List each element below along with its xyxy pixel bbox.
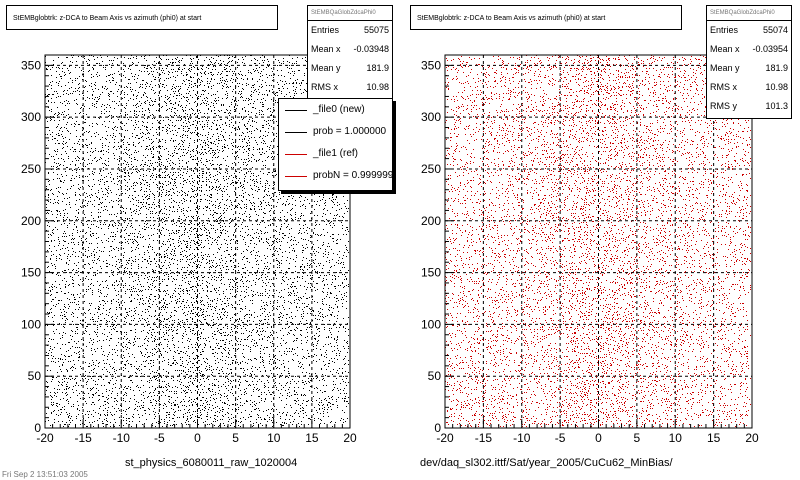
right-footer-label: dev/daq_sl302.ittf/Sat/year_2005/CuCu62_… [420,457,673,469]
x-tick-label: -20 [36,431,54,445]
legend-entry: probN = 0.999999 [279,165,392,187]
right-stat-row: RMS x 10.98 [710,82,788,92]
x-tick-label: -5 [154,431,165,445]
left-stat-row: RMS x 10.98 [311,82,389,92]
x-tick-label: 5 [232,431,239,445]
right-stat-row: Mean y 181.9 [710,63,788,73]
x-tick-label: -20 [436,431,454,445]
y-tick-label: 200 [421,214,441,228]
x-tick-label: 0 [595,431,602,445]
x-tick-label: 10 [669,431,683,445]
x-tick-label: 15 [305,431,319,445]
x-tick-label: 10 [267,431,281,445]
left-legend: _file0 (new) prob = 1.000000 _file1 (ref… [278,98,393,191]
right-stats-box: StEMBQaGlobZdcaPhi0 Entries 55074 Mean x-… [706,5,792,119]
y-tick-label: 300 [421,110,441,124]
legend-entry: _file0 (new) [279,99,392,121]
x-tick-label: -5 [555,431,566,445]
y-tick-label: 350 [421,58,441,72]
legend-entry: _file1 (ref) [279,143,392,165]
right-stat-row: Entries 55074 [710,25,788,35]
x-tick-label: -10 [113,431,131,445]
right-stat-row: Mean x -0.03954 [710,44,788,54]
x-tick-label: 15 [707,431,721,445]
x-tick-label: 5 [634,431,641,445]
y-tick-label: 100 [21,317,41,331]
x-tick-label: -15 [74,431,92,445]
y-tick-label: 300 [21,110,41,124]
right-stat-row: RMS y 101.3 [710,101,788,111]
legend-swatch [285,154,307,155]
x-tick-label: 20 [745,431,759,445]
left-plot-title-text: StEMBglobtrk: z-DCA to Beam Axis vs azim… [13,15,202,22]
left-stats-box: StEMBQaGlobZdcaPhi0 Entries 55075 Mean x-… [307,5,393,106]
x-tick-label: 0 [194,431,201,445]
right-plot-title: StEMBglobtrk: z-DCA to Beam Axis vs azim… [410,5,682,30]
y-tick-label: 50 [28,369,42,383]
y-tick-label: 250 [421,162,441,176]
left-stat-row: Entries 55075 [311,25,389,35]
y-tick-label: 350 [21,58,41,72]
legend-swatch [285,132,307,133]
left-footer-label: st_physics_6080011_raw_1020004 [125,457,298,469]
left-stats-name: StEMBQaGlobZdcaPhi0 [308,6,392,21]
y-tick-label: 150 [21,266,41,280]
x-tick-label: -10 [513,431,531,445]
x-tick-label: -15 [475,431,493,445]
right-plot-title-text: StEMBglobtrk: z-DCA to Beam Axis vs azim… [417,15,606,22]
left-stat-row: Mean y 181.9 [311,63,389,73]
y-tick-label: 250 [21,162,41,176]
x-tick-label: 20 [343,431,357,445]
y-tick-label: 0 [434,421,441,435]
legend-swatch [285,110,307,111]
legend-swatch [285,176,307,177]
left-plot-title: StEMBglobtrk: z-DCA to Beam Axis vs azim… [6,5,278,30]
legend-entry: prob = 1.000000 [279,121,392,143]
y-tick-label: 150 [421,266,441,280]
y-tick-label: 0 [34,421,41,435]
left-corner-timestamp: Fri Sep 2 13:51:03 2005 [2,470,88,479]
right-stats-name: StEMBQaGlobZdcaPhi0 [707,6,791,21]
y-tick-label: 200 [21,214,41,228]
left-stat-row: Mean x -0.03948 [311,44,389,54]
y-tick-label: 100 [421,317,441,331]
y-tick-label: 50 [428,369,442,383]
